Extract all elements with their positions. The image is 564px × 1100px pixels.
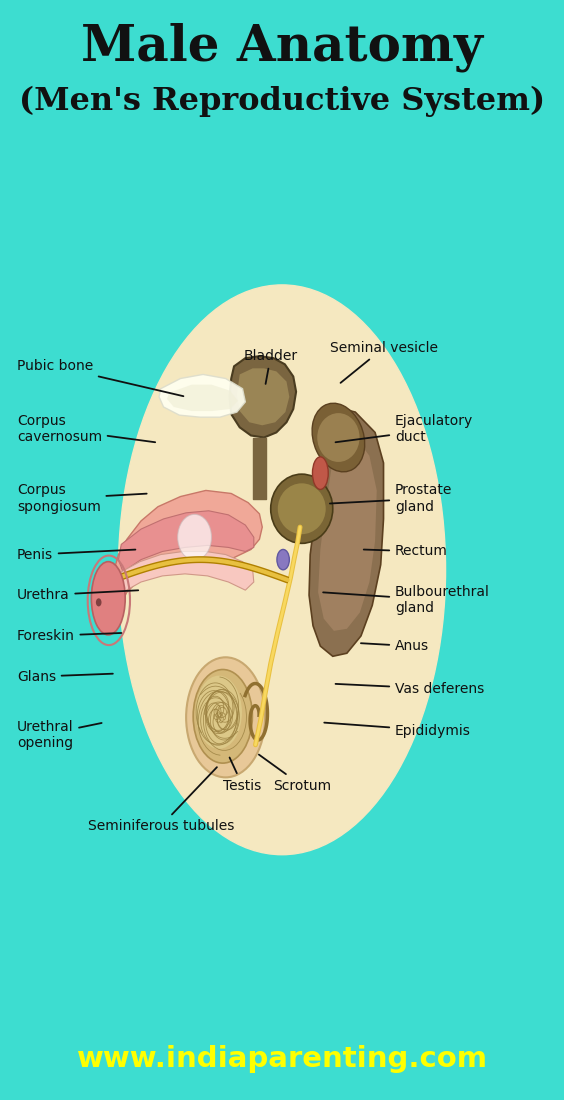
Polygon shape: [104, 491, 262, 632]
Text: Urethra: Urethra: [17, 588, 138, 602]
Polygon shape: [230, 356, 296, 438]
Text: Pubic bone: Pubic bone: [17, 360, 183, 396]
Text: Male Anatomy: Male Anatomy: [81, 22, 483, 72]
Text: Bulbourethral
gland: Bulbourethral gland: [323, 585, 490, 615]
Text: Prostate
gland: Prostate gland: [330, 484, 452, 514]
Text: Corpus
spongiosum: Corpus spongiosum: [17, 484, 147, 514]
Polygon shape: [118, 510, 254, 572]
Ellipse shape: [312, 456, 328, 490]
Ellipse shape: [277, 550, 289, 570]
Polygon shape: [159, 374, 245, 417]
Text: Seminiferous tubules: Seminiferous tubules: [87, 767, 234, 833]
Ellipse shape: [118, 285, 446, 855]
Text: Anus: Anus: [361, 639, 429, 653]
Ellipse shape: [178, 515, 212, 560]
Polygon shape: [167, 385, 238, 411]
Text: Scrotum: Scrotum: [259, 755, 331, 792]
Ellipse shape: [186, 658, 265, 778]
Text: Foreskin: Foreskin: [17, 629, 121, 642]
Text: Ejaculatory
duct: Ejaculatory duct: [336, 415, 473, 444]
Text: Glans: Glans: [17, 670, 113, 683]
Polygon shape: [309, 407, 384, 657]
Text: Urethral
opening: Urethral opening: [17, 719, 102, 750]
Text: (Men's Reproductive System): (Men's Reproductive System): [19, 86, 545, 118]
Ellipse shape: [271, 474, 333, 543]
Polygon shape: [118, 551, 254, 592]
Polygon shape: [237, 368, 289, 426]
Ellipse shape: [196, 675, 242, 749]
Text: Penis: Penis: [17, 548, 135, 561]
Text: Seminal vesicle: Seminal vesicle: [329, 341, 438, 383]
Ellipse shape: [193, 670, 252, 763]
Ellipse shape: [317, 414, 360, 462]
Polygon shape: [318, 428, 377, 631]
Text: www.indiaparenting.com: www.indiaparenting.com: [77, 1045, 487, 1072]
Text: Rectum: Rectum: [364, 544, 448, 559]
Text: Vas deferens: Vas deferens: [336, 682, 484, 696]
Ellipse shape: [91, 562, 125, 635]
Text: Corpus
cavernosum: Corpus cavernosum: [17, 415, 155, 444]
Text: Bladder: Bladder: [244, 349, 298, 384]
Ellipse shape: [96, 598, 102, 606]
Ellipse shape: [312, 404, 365, 472]
Text: Epididymis: Epididymis: [324, 723, 471, 738]
Ellipse shape: [277, 483, 326, 535]
Text: Testis: Testis: [223, 758, 262, 792]
